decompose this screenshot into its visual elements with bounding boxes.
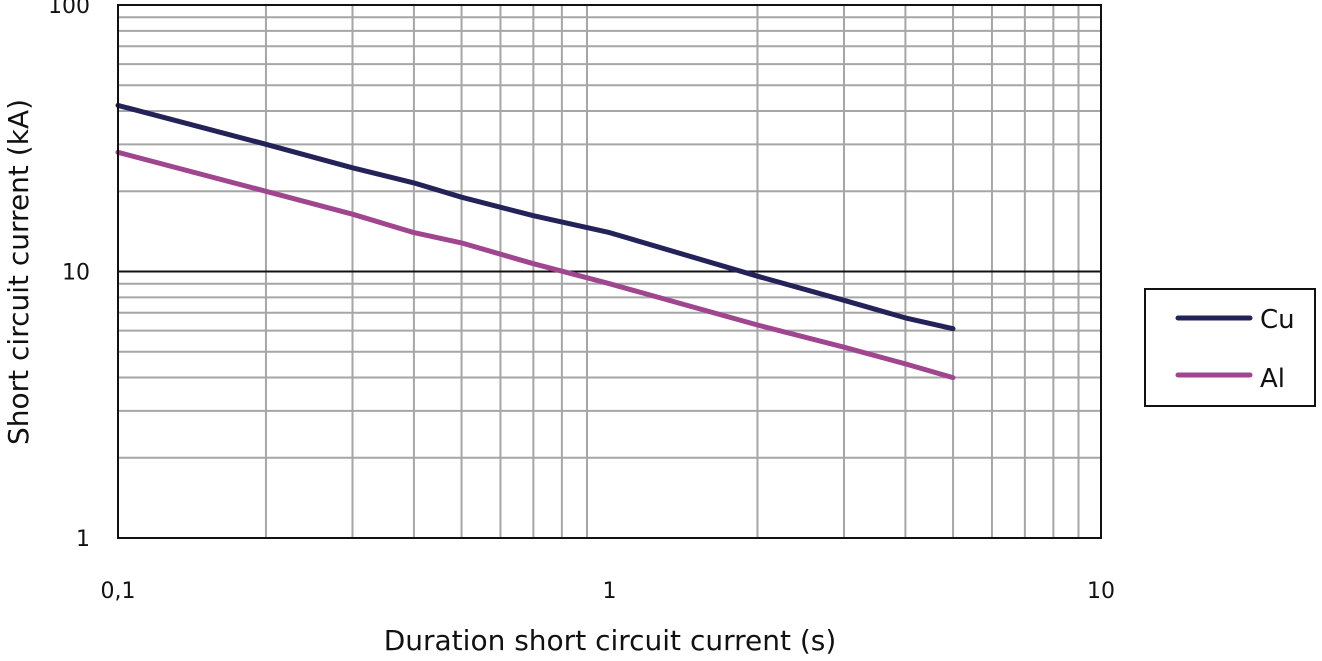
y-axis-title: Short circuit current (kA): [2, 99, 35, 445]
x-tick-label: 10: [1087, 579, 1115, 604]
legend-label-cu: Cu: [1260, 305, 1295, 335]
legend: Cu Al: [1144, 288, 1316, 407]
y-tick-label: 1: [76, 527, 90, 552]
x-tick-label: 0,1: [101, 579, 136, 604]
legend-box: [1144, 288, 1316, 407]
legend-label-al: Al: [1260, 364, 1285, 394]
y-tick-label: 10: [62, 261, 90, 286]
series-line-cu: [115, 102, 956, 332]
plot-frame: [117, 4, 1102, 539]
grid: [118, 5, 1101, 539]
y-tick-label: 100: [48, 0, 90, 19]
tick-labels: 0,1 1 10 1 10 100: [48, 0, 1115, 604]
series-line-al: [115, 149, 956, 381]
x-axis-title: Duration short circuit current (s): [384, 624, 837, 657]
x-tick-label: 1: [603, 579, 617, 604]
series-lines: [115, 102, 956, 381]
